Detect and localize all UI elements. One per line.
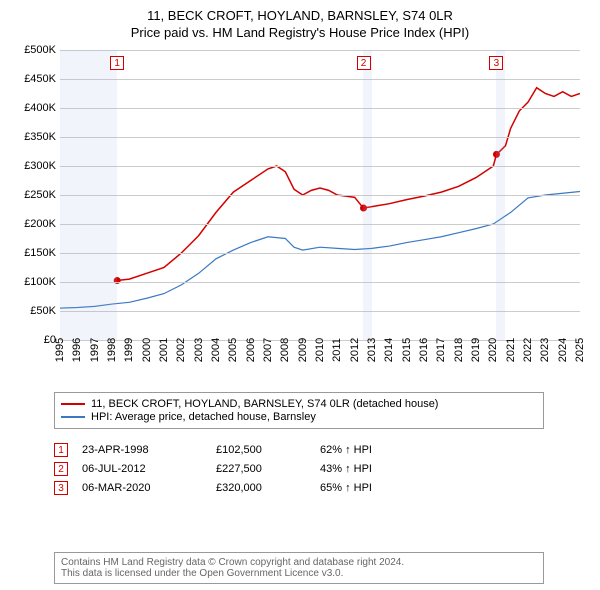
legend-row: HPI: Average price, detached house, Barn… — [61, 411, 537, 423]
sale-price: £320,000 — [216, 482, 306, 494]
y-axis: £0£50K£100K£150K£200K£250K£300K£350K£400… — [12, 50, 60, 340]
sale-hpi: 62% ↑ HPI — [320, 444, 420, 456]
xtick-label: 2018 — [453, 338, 465, 362]
xtick-label: 1995 — [54, 338, 66, 362]
xtick-label: 2017 — [435, 338, 447, 362]
xtick-label: 2021 — [505, 338, 517, 362]
sale-date: 06-MAR-2020 — [82, 482, 202, 494]
x-axis: 1995199619971998199920002001200220032004… — [60, 340, 580, 380]
sales-table: 1 23-APR-1998 £102,500 62% ↑ HPI 2 06-JUL-201… — [54, 438, 544, 500]
xtick-label: 2011 — [331, 338, 343, 362]
sale-num-box: 1 — [54, 443, 68, 457]
plot-area: 1 2 3 — [60, 50, 580, 341]
xtick-label: 2019 — [470, 338, 482, 362]
title-block: 11, BECK CROFT, HOYLAND, BARNSLEY, S74 0… — [0, 0, 600, 40]
sale-num-box: 2 — [54, 462, 68, 476]
series-line-property — [117, 88, 580, 281]
xtick-label: 2024 — [557, 338, 569, 362]
xtick-label: 2008 — [279, 338, 291, 362]
xtick-label: 2016 — [418, 338, 430, 362]
xtick-label: 2003 — [193, 338, 205, 362]
sale-row: 1 23-APR-1998 £102,500 62% ↑ HPI — [54, 443, 544, 457]
xtick-label: 2020 — [487, 338, 499, 362]
ytick-label: £150K — [24, 247, 56, 259]
chart-band — [496, 50, 505, 340]
footer-line-2: This data is licensed under the Open Gov… — [61, 568, 537, 579]
legend-label: 11, BECK CROFT, HOYLAND, BARNSLEY, S74 0… — [91, 398, 438, 410]
xtick-label: 2014 — [383, 338, 395, 362]
ytick-label: £350K — [24, 131, 56, 143]
sale-num-box: 3 — [54, 481, 68, 495]
xtick-label: 2025 — [574, 338, 586, 362]
legend-swatch — [61, 416, 85, 418]
legend-box: 11, BECK CROFT, HOYLAND, BARNSLEY, S74 0… — [54, 392, 544, 429]
title-line-1: 11, BECK CROFT, HOYLAND, BARNSLEY, S74 0… — [0, 8, 600, 23]
xtick-label: 2013 — [366, 338, 378, 362]
sale-marker-box: 2 — [357, 56, 371, 70]
sale-hpi: 65% ↑ HPI — [320, 482, 420, 494]
ytick-label: £200K — [24, 218, 56, 230]
legend-label: HPI: Average price, detached house, Barn… — [91, 411, 316, 423]
footer-box: Contains HM Land Registry data © Crown c… — [54, 552, 544, 584]
title-line-2: Price paid vs. HM Land Registry's House … — [0, 25, 600, 40]
ytick-label: £250K — [24, 189, 56, 201]
xtick-label: 1996 — [71, 338, 83, 362]
sale-hpi: 43% ↑ HPI — [320, 463, 420, 475]
xtick-label: 1999 — [123, 338, 135, 362]
footer-line-1: Contains HM Land Registry data © Crown c… — [61, 557, 537, 568]
xtick-label: 1997 — [89, 338, 101, 362]
sale-date: 23-APR-1998 — [82, 444, 202, 456]
xtick-label: 2022 — [522, 338, 534, 362]
ytick-label: £450K — [24, 73, 56, 85]
ytick-label: £100K — [24, 276, 56, 288]
xtick-label: 2015 — [401, 338, 413, 362]
chart-band — [60, 50, 117, 340]
ytick-label: £300K — [24, 160, 56, 172]
sale-marker-box: 1 — [110, 56, 124, 70]
ytick-label: £50K — [30, 305, 56, 317]
xtick-label: 2006 — [245, 338, 257, 362]
xtick-label: 1998 — [106, 338, 118, 362]
xtick-label: 2001 — [158, 338, 170, 362]
xtick-label: 2010 — [314, 338, 326, 362]
chart-container: £0£50K£100K£150K£200K£250K£300K£350K£400… — [12, 50, 588, 380]
xtick-label: 2000 — [141, 338, 153, 362]
xtick-label: 2007 — [262, 338, 274, 362]
xtick-label: 2023 — [539, 338, 551, 362]
sale-price: £102,500 — [216, 444, 306, 456]
xtick-label: 2005 — [227, 338, 239, 362]
xtick-label: 2009 — [297, 338, 309, 362]
sale-marker-box: 3 — [489, 56, 503, 70]
chart-band — [363, 50, 372, 340]
sale-price: £227,500 — [216, 463, 306, 475]
page-root: 11, BECK CROFT, HOYLAND, BARNSLEY, S74 0… — [0, 0, 600, 590]
ytick-label: £500K — [24, 44, 56, 56]
xtick-label: 2002 — [175, 338, 187, 362]
legend-swatch — [61, 403, 85, 405]
legend-row: 11, BECK CROFT, HOYLAND, BARNSLEY, S74 0… — [61, 398, 537, 410]
ytick-label: £400K — [24, 102, 56, 114]
sale-row: 3 06-MAR-2020 £320,000 65% ↑ HPI — [54, 481, 544, 495]
sale-date: 06-JUL-2012 — [82, 463, 202, 475]
xtick-label: 2012 — [349, 338, 361, 362]
sale-row: 2 06-JUL-2012 £227,500 43% ↑ HPI — [54, 462, 544, 476]
xtick-label: 2004 — [210, 338, 222, 362]
